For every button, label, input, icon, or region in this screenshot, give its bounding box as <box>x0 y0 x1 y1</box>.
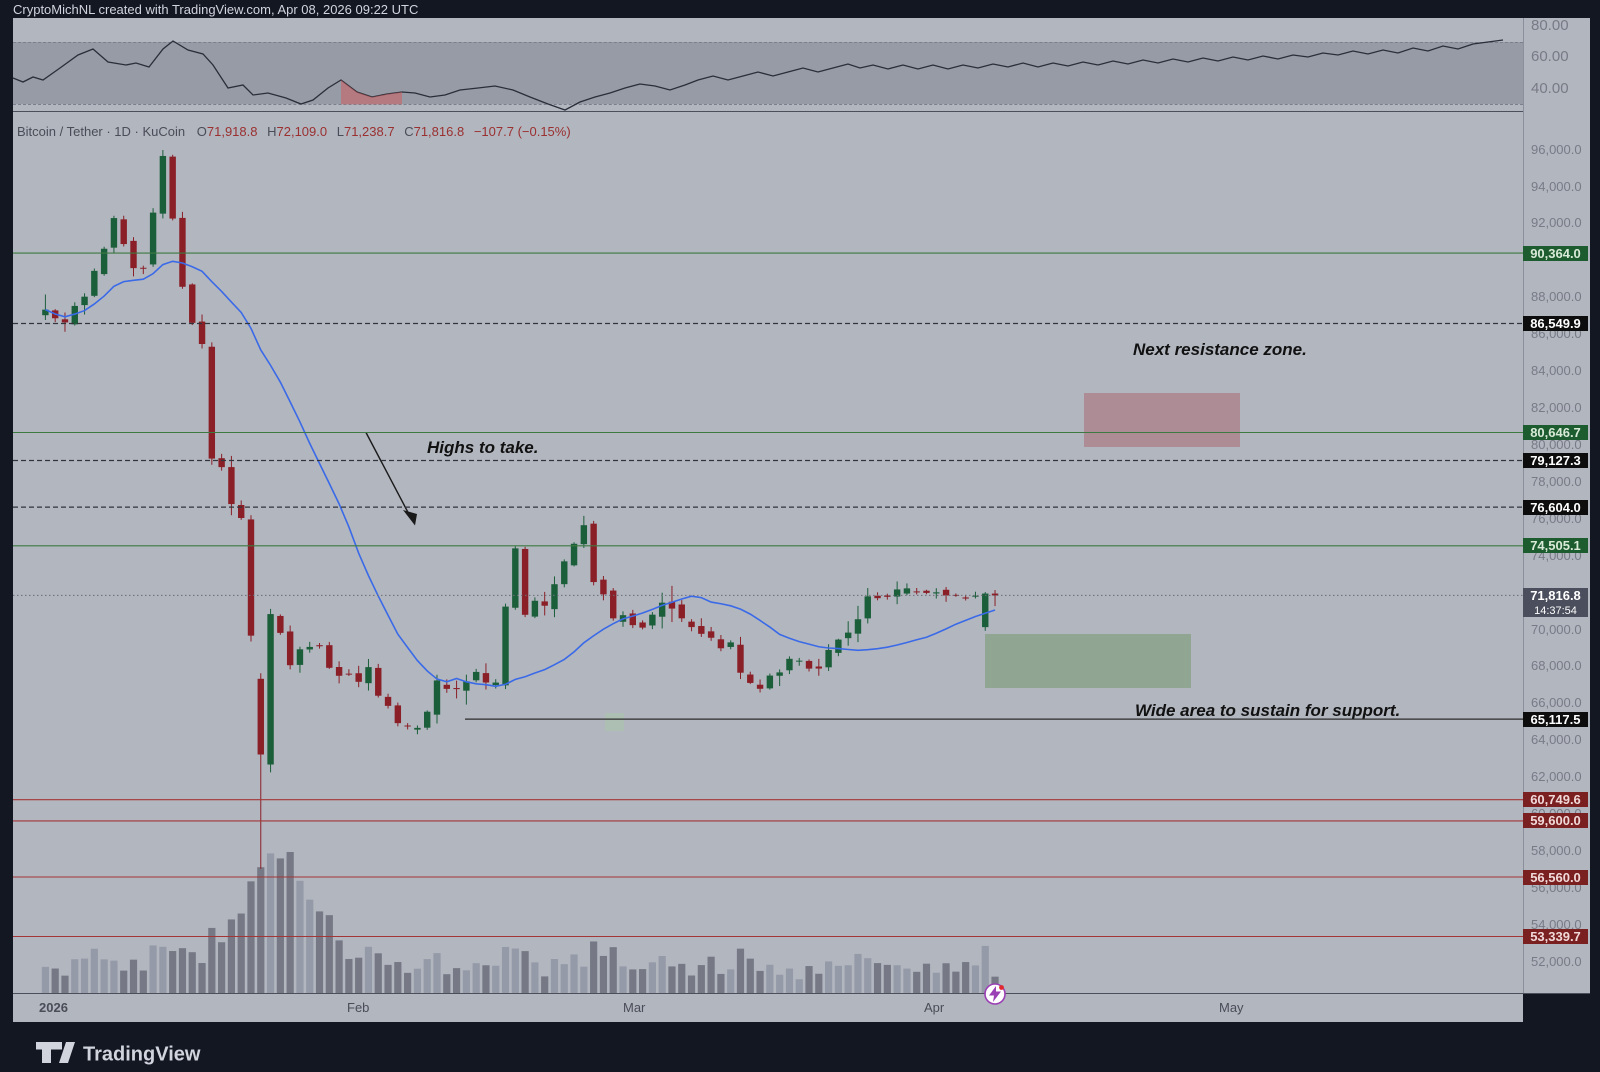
svg-text:TradingView: TradingView <box>83 1044 201 1066</box>
